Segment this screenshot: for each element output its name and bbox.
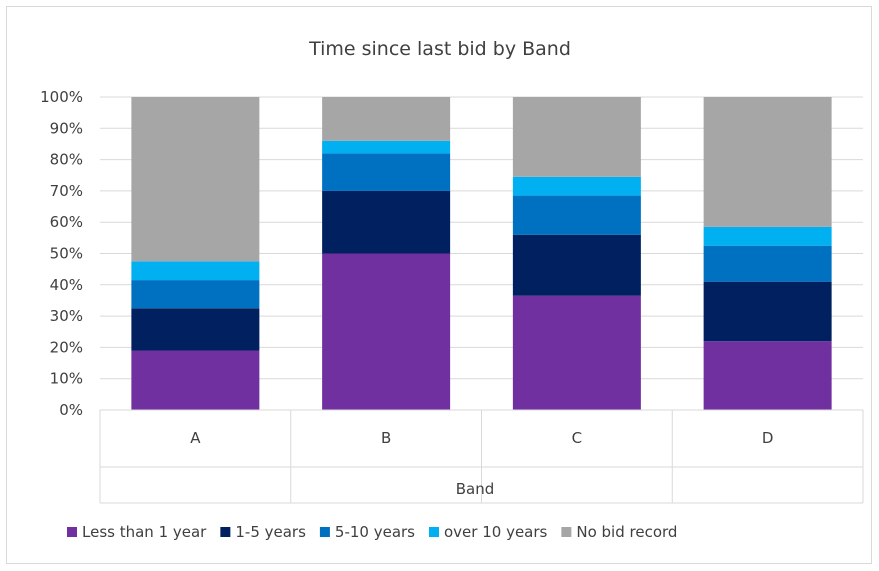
bars [131,97,832,410]
x-tick-label: C [572,429,582,447]
y-tick-label: 50% [50,245,83,263]
bar-segment [131,280,260,309]
y-tick-label: 90% [50,119,83,137]
y-tick-label: 0% [59,401,83,419]
legend-swatch [67,527,77,537]
chart-area: Time since last bid by Band 0% 10% 20% 30% 4… [6,6,872,564]
bar-segment [322,97,451,141]
bar-segment [131,97,260,262]
bar-segment [322,190,451,254]
stacked-bar-chart: Time since last bid by Band 0% 10% 20% 30% 4… [40,38,864,541]
bar-segment [131,308,260,351]
x-tick-label: B [381,429,391,447]
y-tick-label: 70% [50,182,83,200]
bar-segment [322,253,451,410]
bar-segment [512,176,641,196]
legend: Less than 1 year 1-5 years 5-10 years over … [67,523,677,541]
bar-segment [322,140,451,154]
legend-swatch [220,527,231,537]
x-axis: A B C D [99,409,864,504]
legend-label: 5-10 years [335,523,415,541]
bar-segment [322,153,451,191]
y-tick-label: 40% [50,276,83,294]
legend-swatch [429,527,439,537]
bar-segment [703,226,832,246]
legend-label: 1-5 years [235,523,306,541]
y-tick-label: 80% [50,151,83,169]
bar-segment [131,350,260,410]
x-tick-label: D [762,429,774,447]
y-axis-ticks: 0% 10% 20% 30% 40% 50% 60% 70% 80% 90% 100% [40,88,83,419]
bar-segment [703,97,832,227]
x-axis-title: Band [456,480,495,498]
legend-label: No bid record [576,523,677,541]
chart-title: Time since last bid by Band [308,38,571,60]
legend-swatch [319,527,330,537]
y-tick-label: 60% [50,213,83,231]
bar-segment [703,341,832,410]
x-tick-label: A [190,429,201,447]
y-tick-label: 10% [50,370,83,388]
legend-label: Less than 1 year [82,523,207,541]
bar-segment [512,195,641,235]
y-tick-label: 100% [40,88,83,106]
bar-segment [703,245,832,282]
legend-swatch [561,527,572,537]
bar-segment [703,281,832,342]
legend-label: over 10 years [444,523,548,541]
bar-segment [512,295,641,410]
bar-segment [131,261,260,281]
y-tick-label: 20% [50,338,83,356]
y-tick-label: 30% [50,307,83,325]
bar-segment [512,97,641,177]
bar-segment [512,234,641,296]
